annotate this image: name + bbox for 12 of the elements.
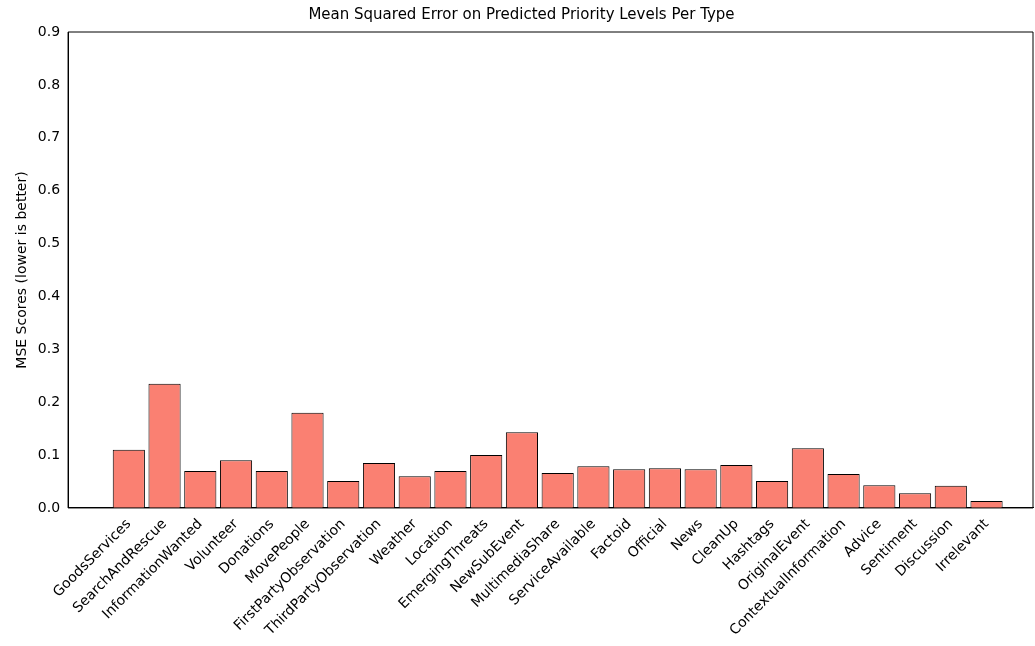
y-tick-label: 0.8 [37, 75, 61, 92]
y-tick-label: 0.9 [37, 22, 61, 39]
y-tick-label: 0.1 [37, 445, 61, 462]
y-tick-label: 0.2 [37, 392, 61, 409]
y-tick-label: 0.4 [37, 287, 61, 304]
y-tick-label: 0.3 [37, 339, 61, 356]
y-tick-label: 0.7 [37, 128, 61, 145]
y-tick-label: 0.5 [37, 234, 61, 251]
y-tick-label: 0.6 [37, 181, 61, 198]
y-tick-label: 0.0 [37, 498, 61, 515]
chart-title: Mean Squared Error on Predicted Priority Levels Per Type [308, 4, 735, 23]
y-axis-title: MSE Scores (lower is better) [13, 171, 30, 369]
